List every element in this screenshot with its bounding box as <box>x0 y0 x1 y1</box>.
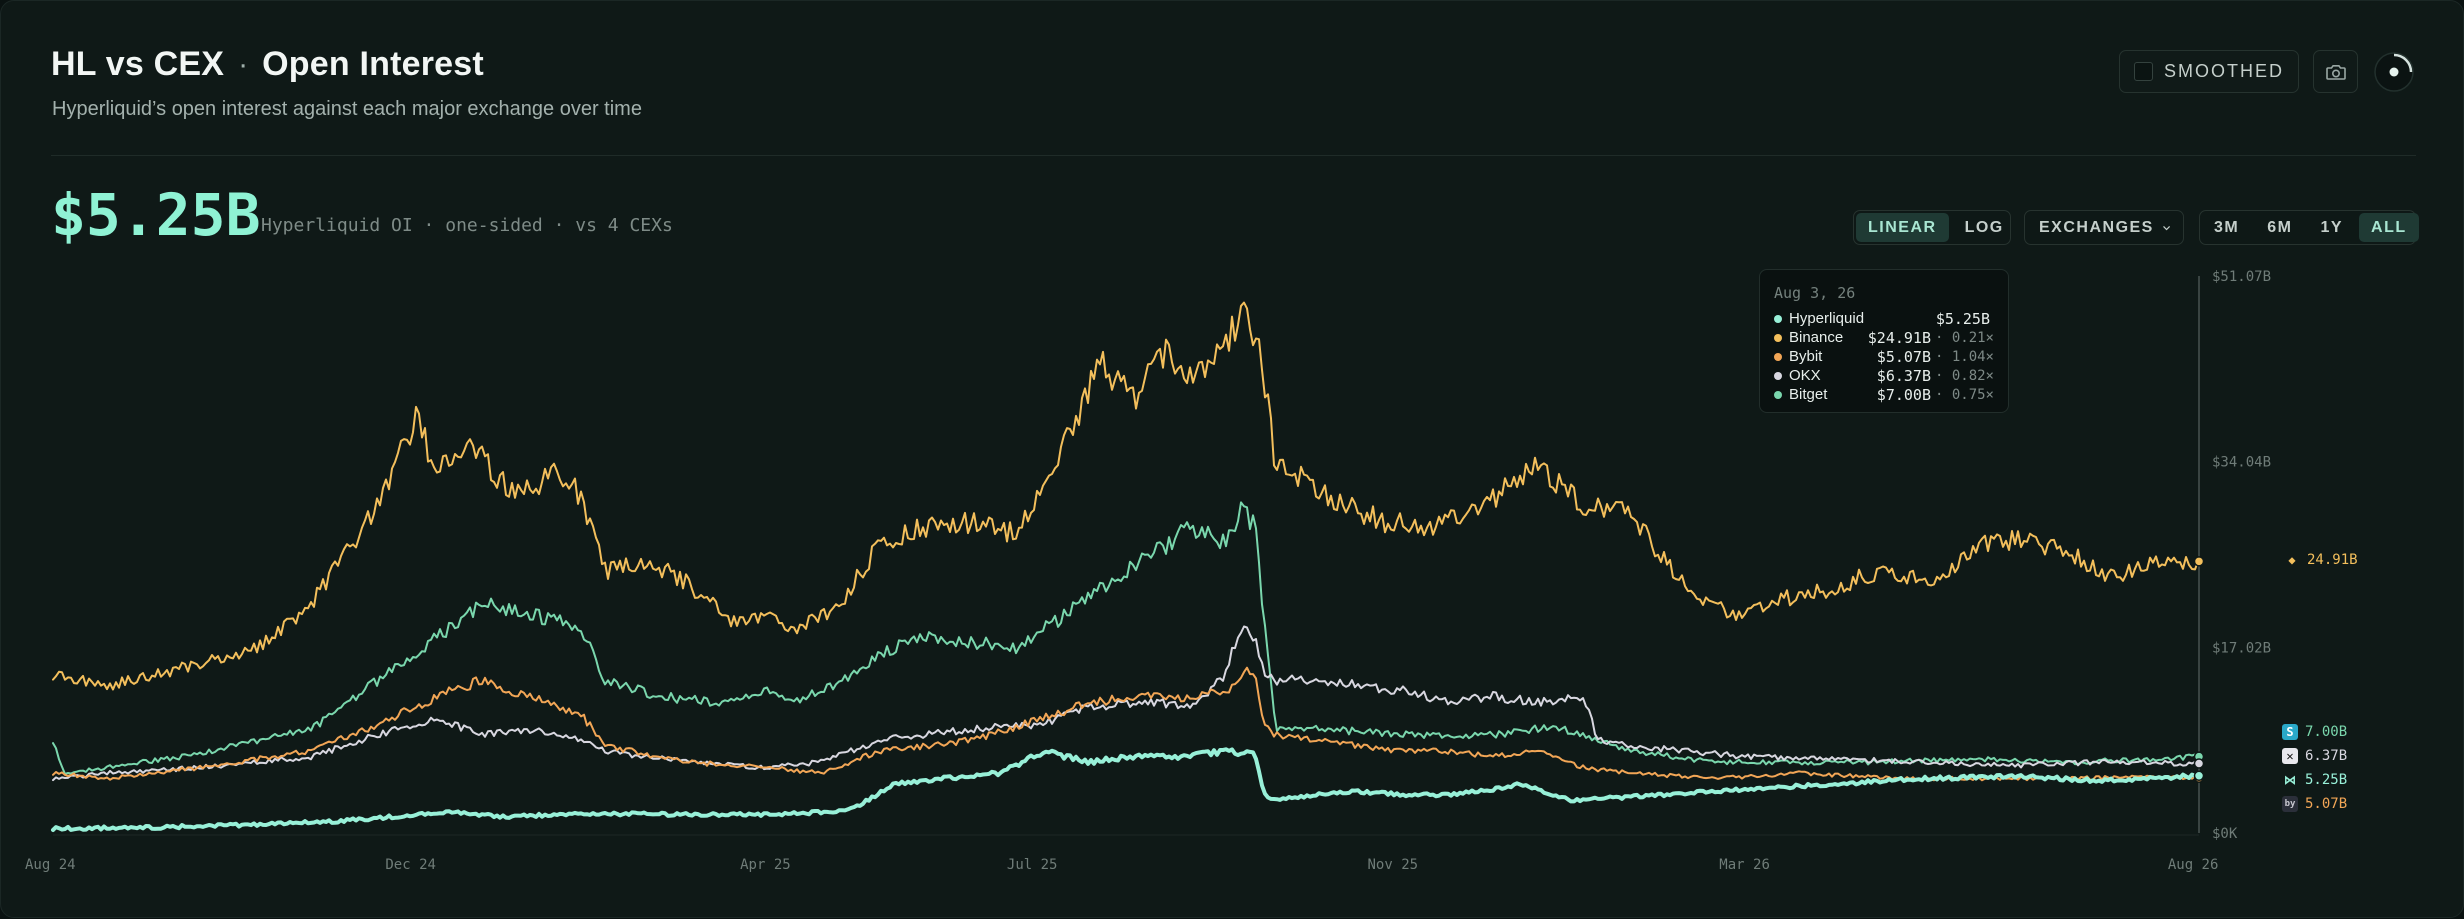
tooltip-ratio: · 0.75× <box>1934 386 1994 403</box>
end-label-text: 24.91B <box>2307 552 2358 568</box>
y-tick-label: $51.07B <box>2212 269 2271 285</box>
end-label-text: 6.37B <box>2305 748 2348 764</box>
end-label-text: 5.25B <box>2305 772 2348 788</box>
range-6m-button[interactable]: 6M <box>2267 218 2293 236</box>
tooltip-value: $5.07B <box>1876 347 1931 366</box>
title-right: Open Interest <box>262 45 484 83</box>
chevron-down-icon <box>2162 226 2170 231</box>
tooltip-row-bitget: Bitget $7.00B · 0.75× <box>1774 385 1994 404</box>
bitget-dot-icon <box>1774 390 1782 399</box>
tooltip-value: $6.37B <box>1876 366 1931 385</box>
loading-spinner-icon <box>2374 52 2414 92</box>
range-all-button[interactable]: ALL <box>2359 213 2419 242</box>
end-label-hyperliquid: ⋈ 5.25B <box>2282 772 2347 788</box>
y-tick-label: $34.04B <box>2212 455 2271 471</box>
tooltip-row-binance: Binance $24.91B · 0.21× <box>1774 328 1994 347</box>
tooltip-value: $24.91B <box>1867 328 1931 347</box>
series-endpoint-okx <box>2193 758 2205 769</box>
tooltip-ratio: · 0.82× <box>1934 367 1994 384</box>
end-label-bybit: by 5.07B <box>2282 796 2347 812</box>
y-tick-label: $17.02B <box>2212 640 2271 656</box>
smoothed-toggle[interactable]: SMOOTHED <box>2119 50 2299 93</box>
subtitle: Hyperliquid’s open interest against each… <box>52 98 642 120</box>
tooltip-ratio: · 1.04× <box>1934 348 1994 365</box>
end-label-okx: ✕ 6.37B <box>2282 748 2347 764</box>
tooltip-value: $7.00B <box>1876 385 1931 404</box>
scale-log-button[interactable]: LOG <box>1964 218 2004 236</box>
x-tick-label: Apr 25 <box>740 857 791 873</box>
exchanges-label: EXCHANGES <box>2039 218 2154 236</box>
screenshot-button[interactable] <box>2313 50 2358 93</box>
x-tick-label: Aug 26 <box>2168 857 2219 873</box>
bitget-icon: S <box>2282 724 2298 740</box>
tooltip-name: Bitget <box>1789 386 1828 403</box>
tooltip-row-hyperliquid: Hyperliquid $5.25B <box>1774 309 1994 328</box>
hyperliquid-dot-icon <box>1774 314 1782 323</box>
hover-tooltip: Aug 3, 26 Hyperliquid $5.25B Binance $24… <box>1759 269 2009 413</box>
series-line-okx <box>52 625 2199 782</box>
tooltip-name: Bybit <box>1789 348 1823 365</box>
y-tick-label: $0K <box>2212 826 2238 842</box>
range-3m-button[interactable]: 3M <box>2214 218 2240 236</box>
title-row: HL vs CEX · Open Interest <box>51 45 484 84</box>
tooltip-row-okx: OKX $6.37B · 0.82× <box>1774 366 1994 385</box>
header-divider <box>51 155 2416 156</box>
bybit-dot-icon <box>1774 352 1782 361</box>
okx-icon: ✕ <box>2282 748 2298 764</box>
exchanges-dropdown[interactable]: EXCHANGES <box>2024 210 2184 245</box>
tooltip-value: $5.25B <box>1935 309 1990 328</box>
end-label-bitget: S 7.00B <box>2282 724 2347 740</box>
tooltip-name: Hyperliquid <box>1789 310 1865 327</box>
headline-value: $5.25B <box>51 181 261 249</box>
series-line-hyperliquid <box>51 747 2200 832</box>
end-label-text: 7.00B <box>2305 724 2348 740</box>
scale-toggle: LINEAR LOG <box>1853 210 2011 245</box>
binance-icon: ◆ <box>2288 553 2296 567</box>
series-line-bybit <box>52 666 2199 782</box>
tooltip-ratio: · 0.21× <box>1934 329 1994 346</box>
title-separator: · <box>238 47 249 81</box>
x-tick-label: Dec 24 <box>385 857 436 873</box>
x-tick-label: Jul 25 <box>1007 857 1058 873</box>
x-tick-label: Nov 25 <box>1367 857 1418 873</box>
bybit-icon: by <box>2282 796 2298 812</box>
tooltip-name: OKX <box>1789 367 1821 384</box>
x-tick-label: Mar 26 <box>1719 857 1770 873</box>
tooltip-name: Binance <box>1789 329 1844 346</box>
smoothed-checkbox[interactable] <box>2133 62 2153 81</box>
series-line-bitget <box>52 501 2199 775</box>
headline-caption: Hyperliquid OI · one-sided · vs 4 CEXs <box>261 215 673 236</box>
title-left: HL vs CEX <box>51 45 225 83</box>
scale-linear-button[interactable]: LINEAR <box>1856 213 1949 242</box>
series-endpoint-hyperliquid <box>2193 770 2205 781</box>
tooltip-row-bybit: Bybit $5.07B · 1.04× <box>1774 347 1994 366</box>
binance-dot-icon <box>1774 333 1782 342</box>
end-label-binance: ◆ 24.91B <box>2284 552 2358 568</box>
camera-icon <box>2325 64 2346 80</box>
series-line-binance <box>52 301 2199 691</box>
series-endpoint-binance <box>2193 556 2205 567</box>
okx-dot-icon <box>1774 371 1782 380</box>
x-tick-label: Aug 24 <box>25 857 76 873</box>
end-label-text: 5.07B <box>2305 796 2348 812</box>
hyperliquid-icon: ⋈ <box>2284 773 2296 787</box>
smoothed-label: SMOOTHED <box>2163 61 2284 81</box>
range-1y-button[interactable]: 1Y <box>2320 218 2344 236</box>
range-toggle: 3M 6M 1Y ALL <box>2199 210 2419 245</box>
tooltip-date: Aug 3, 26 <box>1774 284 1856 302</box>
